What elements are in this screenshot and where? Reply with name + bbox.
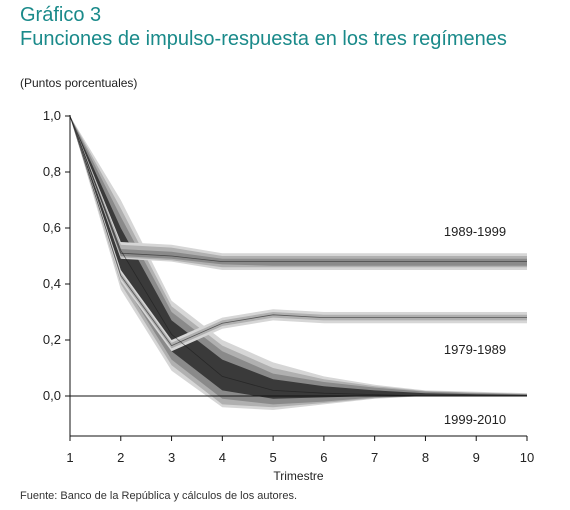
y-unit-label: (Puntos porcentuales) <box>20 76 138 90</box>
x-tick-label: 3 <box>168 450 175 465</box>
line-1979-1989 <box>69 115 527 347</box>
line-1989-1999 <box>69 115 527 262</box>
x-tick-label: 4 <box>219 450 226 465</box>
chart-title: Funciones de impulso-respuesta en los tr… <box>20 28 507 50</box>
band-1989-1999-0 <box>70 116 527 270</box>
x-tick-label: 1 <box>66 450 73 465</box>
series-label-1999-2010: 1999-2010 <box>444 412 506 427</box>
x-tick-label: 8 <box>422 450 429 465</box>
y-tick-label: 1,0 <box>43 108 61 123</box>
y-tick-label: 0,6 <box>43 220 61 235</box>
y-tick-label: 0,8 <box>43 164 61 179</box>
source-note: Fuente: Banco de la República y cálculos… <box>20 490 297 502</box>
x-tick-label: 7 <box>371 450 378 465</box>
series-labels: 1989-1999 1979-1989 1999-2010 <box>444 224 506 427</box>
x-axis-title: Trimestre <box>273 469 324 483</box>
x-tick-label: 9 <box>473 450 480 465</box>
series-label-1979-1989: 1979-1989 <box>444 342 506 357</box>
x-tick-label: 10 <box>520 450 534 465</box>
chart-number: Gráfico 3 <box>20 4 102 26</box>
x-tick-label: 2 <box>117 450 124 465</box>
y-tick-label: 0,0 <box>43 388 61 403</box>
series-label-1989-1999: 1989-1999 <box>444 224 506 239</box>
confidence-bands <box>70 116 527 410</box>
axes: 1,0 0,8 0,6 0,4 0,2 0,0 1 2 3 4 5 6 7 8 9 10 Trimestre <box>43 108 534 483</box>
y-tick-label: 0,4 <box>43 276 61 291</box>
x-tick-label: 5 <box>269 450 276 465</box>
y-tick-label: 0,2 <box>43 332 61 347</box>
x-tick-label: 6 <box>320 450 327 465</box>
